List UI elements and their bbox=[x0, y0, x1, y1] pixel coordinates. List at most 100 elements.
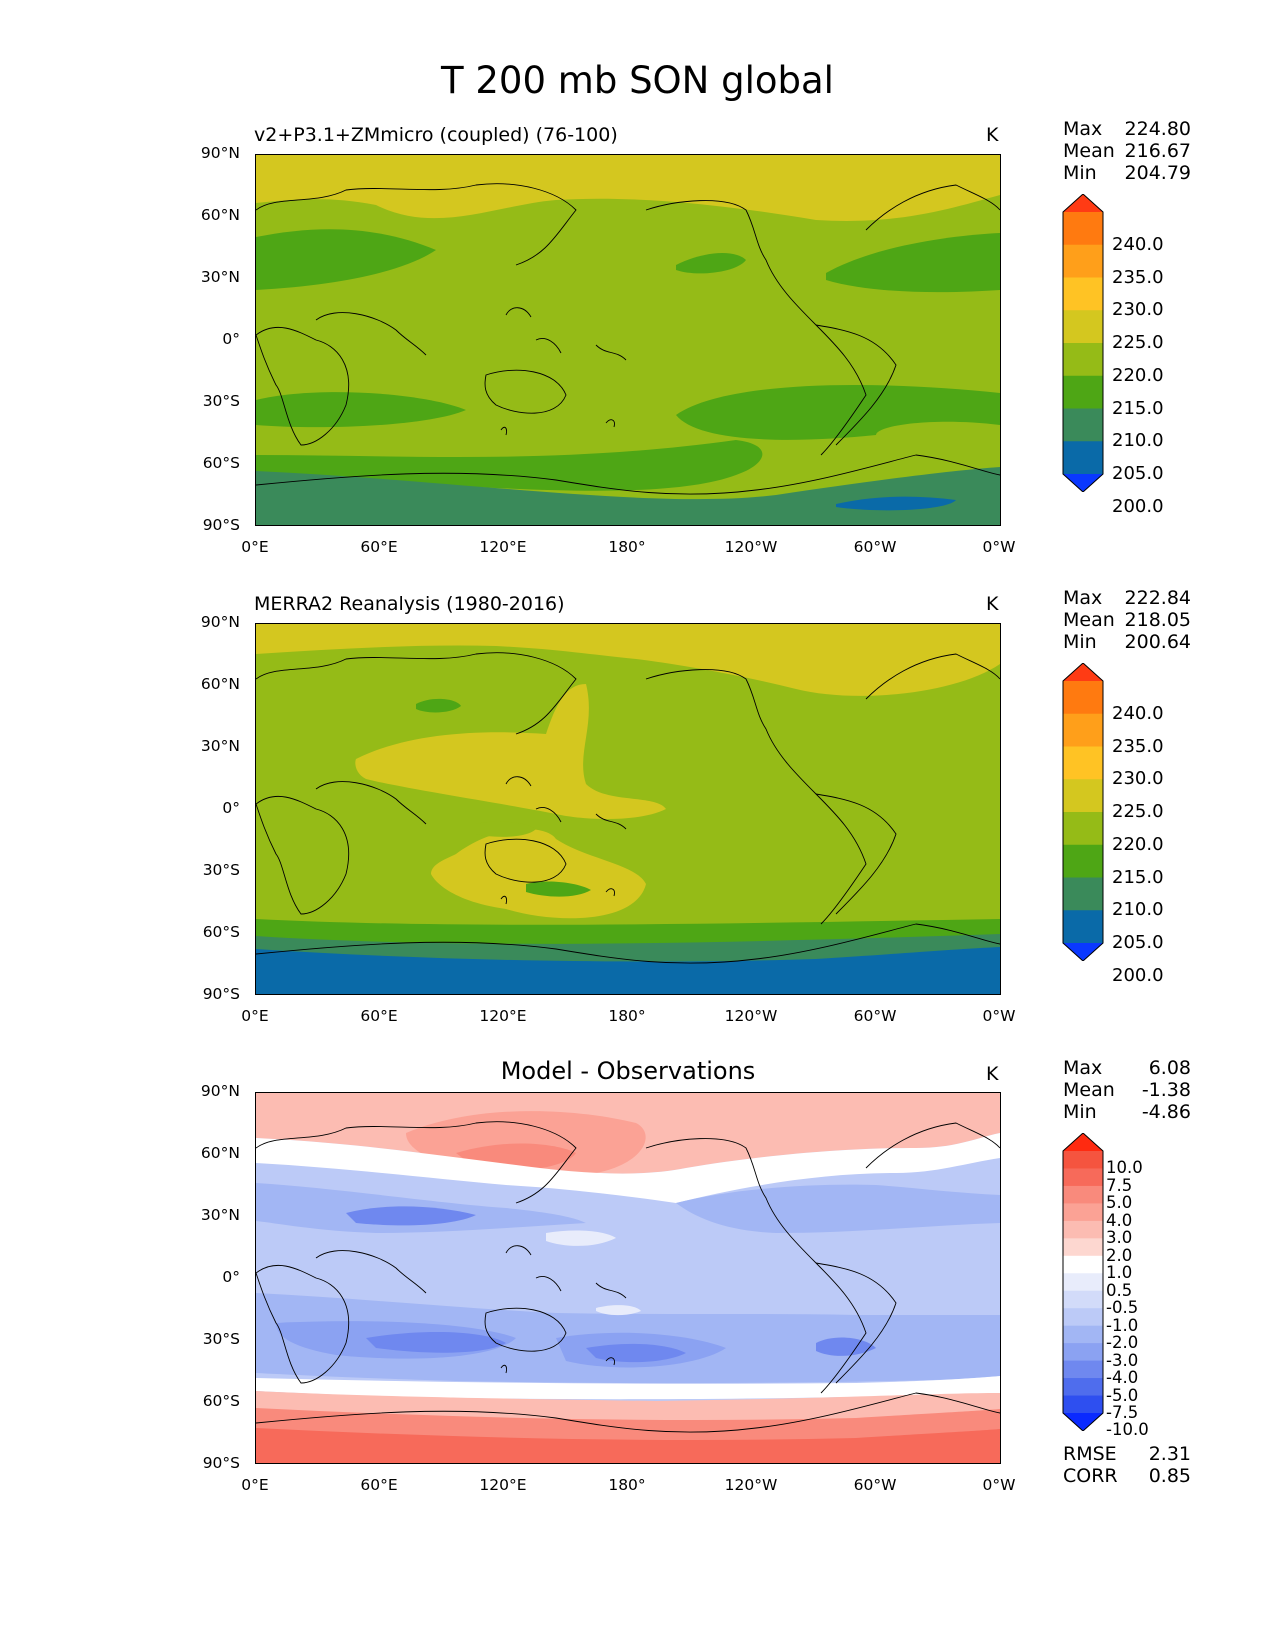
stat-value: -4.86 bbox=[1141, 1101, 1191, 1123]
colorbar-label: 220.0 bbox=[1112, 833, 1164, 855]
stat-label: Max bbox=[1063, 587, 1103, 609]
colorbar-label: 225.0 bbox=[1112, 801, 1164, 822]
colorbar-bin bbox=[1063, 1290, 1103, 1309]
panel-1-title: v2+P3.1+ZMmicro (coupled) (76-100) bbox=[254, 124, 618, 146]
lat-tick: 60°N bbox=[200, 206, 240, 224]
panel-2-map bbox=[255, 623, 1001, 995]
colorbar-label: -0.5 bbox=[1106, 1298, 1139, 1318]
stat-value: 6.08 bbox=[1148, 1057, 1191, 1079]
colorbar-bin bbox=[1063, 1378, 1103, 1397]
stat-value: 218.05 bbox=[1124, 609, 1191, 631]
panel-1-units: K bbox=[986, 124, 999, 146]
colorbar-bin bbox=[1063, 244, 1103, 278]
colorbar-label: 230.0 bbox=[1112, 768, 1164, 790]
colorbar-label: 0.5 bbox=[1106, 1280, 1133, 1300]
lon-tick: 0°E bbox=[241, 538, 269, 556]
stat-label: Max bbox=[1063, 118, 1103, 140]
colorbar-bin bbox=[1063, 1325, 1103, 1344]
lat-tick: 90°S bbox=[202, 516, 240, 534]
colorbar-bin bbox=[1063, 1343, 1103, 1362]
panel-2-lon-axis: 0°E 60°E 120°E 180° 120°W 60°W 0°W bbox=[215, 1007, 1045, 1029]
colorbar-label: -3.0 bbox=[1106, 1350, 1139, 1370]
colorbar-extend-bottom bbox=[1063, 474, 1103, 492]
lon-tick: 60°W bbox=[853, 538, 897, 556]
stat-label: Mean bbox=[1063, 140, 1115, 162]
rmse-value: 2.31 bbox=[1148, 1443, 1191, 1465]
colorbar-outline bbox=[1062, 663, 1104, 961]
colorbar-bin bbox=[1063, 343, 1103, 377]
lon-tick: 120°W bbox=[724, 1007, 778, 1025]
colorbar-label: 200.0 bbox=[1112, 495, 1164, 517]
lat-tick: 60°S bbox=[202, 923, 240, 941]
panel-3-units: K bbox=[986, 1063, 999, 1085]
colorbar-bin bbox=[1063, 441, 1103, 475]
lat-tick: 0° bbox=[222, 799, 240, 817]
lon-tick: 0°E bbox=[241, 1007, 269, 1025]
lon-tick: 120°E bbox=[479, 1007, 527, 1025]
colorbar-bin bbox=[1063, 812, 1103, 846]
colorbar-bin bbox=[1063, 277, 1103, 311]
lon-tick: 120°E bbox=[479, 538, 527, 556]
colorbar-label: 200.0 bbox=[1112, 964, 1164, 986]
colorbar-label: 240.0 bbox=[1112, 233, 1164, 255]
stat-value: -1.38 bbox=[1141, 1079, 1191, 1101]
corr-label: CORR bbox=[1063, 1465, 1118, 1487]
panel-3-skill-scores: RMSE 2.31 CORR 0.85 bbox=[1063, 1443, 1191, 1487]
panel-2-lat-axis: 90°N 60°N 30°N 0° 30°S 60°S 90°S bbox=[180, 613, 260, 1003]
lon-tick: 180° bbox=[608, 1476, 646, 1494]
colorbar-label: -1.0 bbox=[1106, 1315, 1139, 1335]
colorbar-bin bbox=[1063, 844, 1103, 878]
panel-2-colorbar-labels: 240.0 235.0 230.0 225.0 220.0 215.0 210.… bbox=[1112, 663, 1212, 985]
lat-tick: 90°N bbox=[200, 1082, 240, 1100]
panel-3-colorbar bbox=[1062, 1133, 1104, 1431]
panel-2-units: K bbox=[986, 593, 999, 615]
panel-1-colorbar-labels: 240.0 235.0 230.0 225.0 220.0 215.0 210.… bbox=[1112, 194, 1212, 516]
lon-tick: 60°W bbox=[853, 1476, 897, 1494]
stat-value: 216.67 bbox=[1124, 140, 1191, 162]
colorbar-bin bbox=[1063, 1308, 1103, 1327]
colorbar-label: 235.0 bbox=[1112, 266, 1164, 288]
colorbar-bin bbox=[1063, 1238, 1103, 1257]
lat-tick: 60°S bbox=[202, 454, 240, 472]
stat-value: 224.80 bbox=[1124, 118, 1191, 140]
colorbar-bin bbox=[1063, 1185, 1103, 1204]
lat-tick: 90°S bbox=[202, 985, 240, 1003]
lat-tick: 0° bbox=[222, 330, 240, 348]
lat-tick: 30°N bbox=[200, 1206, 240, 1224]
colorbar-label: 215.0 bbox=[1112, 397, 1164, 419]
colorbar-bin bbox=[1063, 375, 1103, 409]
lat-tick: 30°S bbox=[202, 1330, 240, 1348]
stat-value: 200.64 bbox=[1124, 631, 1191, 653]
colorbar-bin bbox=[1063, 408, 1103, 442]
panel-1-lon-axis: 0°E 60°E 120°E 180° 120°W 60°W 0°W bbox=[215, 538, 1045, 560]
figure-title: T 200 mb SON global bbox=[441, 59, 834, 102]
colorbar-label: 210.0 bbox=[1112, 899, 1164, 921]
stat-value: 222.84 bbox=[1124, 587, 1191, 609]
lon-tick: 180° bbox=[608, 1007, 646, 1025]
colorbar-label: 5.0 bbox=[1106, 1193, 1133, 1213]
panel-3-lat-axis: 90°N 60°N 30°N 0° 30°S 60°S 90°S bbox=[180, 1082, 260, 1472]
panel-2-title: MERRA2 Reanalysis (1980-2016) bbox=[254, 593, 565, 615]
lat-tick: 60°N bbox=[200, 675, 240, 693]
colorbar-bin bbox=[1063, 681, 1103, 715]
colorbar-bin bbox=[1063, 1220, 1103, 1239]
lat-tick: 60°N bbox=[200, 1144, 240, 1162]
colorbar-label: -10.0 bbox=[1106, 1420, 1149, 1440]
stat-label: Min bbox=[1063, 162, 1097, 184]
colorbar-bin bbox=[1063, 1168, 1103, 1187]
panel-1-stats: Max 224.80 Mean 216.67 Min 204.79 bbox=[1063, 118, 1191, 184]
stat-label: Max bbox=[1063, 1057, 1103, 1079]
stat-label: Min bbox=[1063, 631, 1097, 653]
colorbar-label: 215.0 bbox=[1112, 866, 1164, 888]
colorbar-label: 230.0 bbox=[1112, 299, 1164, 321]
panel-2-colorbar bbox=[1062, 663, 1104, 961]
lat-tick: 30°N bbox=[200, 268, 240, 286]
lat-tick: 30°N bbox=[200, 737, 240, 755]
colorbar-label: 3.0 bbox=[1106, 1228, 1133, 1248]
lon-tick: 180° bbox=[608, 538, 646, 556]
lon-tick: 120°E bbox=[479, 1476, 527, 1494]
colorbar-bin bbox=[1063, 1151, 1103, 1169]
panel-3-title: Model - Observations bbox=[500, 1057, 756, 1085]
colorbar-label: 1.0 bbox=[1106, 1263, 1133, 1283]
stat-label: Mean bbox=[1063, 609, 1115, 631]
